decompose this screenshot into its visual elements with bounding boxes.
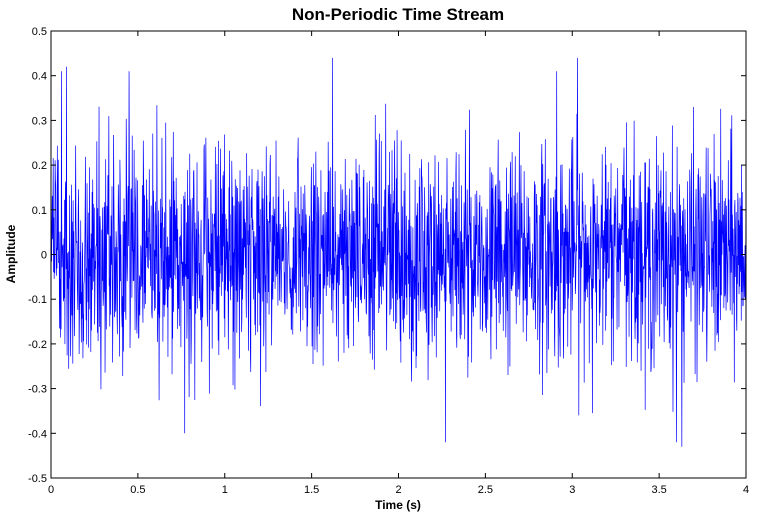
y-tick-label: -0.2 [28,339,47,351]
y-axis-label: Amplitude [4,224,18,283]
x-tick-label: 3.5 [651,484,666,496]
y-tick-label: 0.5 [32,26,47,38]
y-tick-label: 0.3 [32,115,47,127]
y-tick-label: -0.1 [28,294,47,306]
y-tick-label: -0.5 [28,473,47,485]
x-tick-label: 3 [569,484,575,496]
x-tick-label: 0 [48,484,54,496]
x-tick-label: 1.5 [304,484,319,496]
y-tick-label: 0.4 [32,71,47,83]
x-tick-label: 2.5 [478,484,493,496]
x-tick-label: 1 [222,484,228,496]
chart-title: Non-Periodic Time Stream [292,5,504,24]
y-axis: -0.5 -0.4 -0.3 -0.2 -0.1 0 0.1 0.2 0.3 0.4 0.5 [28,26,746,485]
x-axis-label: Time (s) [375,498,421,512]
y-tick-label: 0.2 [32,160,47,172]
y-tick-label: 0.1 [32,205,47,217]
y-tick-label: -0.4 [28,428,47,440]
signal-line [50,57,747,447]
signal-series [50,57,747,447]
x-tick-label: 4 [743,484,749,496]
plot-area [50,30,747,479]
y-tick-label: 0 [41,250,47,262]
x-tick-label: 0.5 [130,484,145,496]
x-axis: 0 0.5 1 1.5 2 2.5 3 3.5 4 [48,31,749,496]
x-tick-label: 2 [395,484,401,496]
y-tick-label: -0.3 [28,384,47,396]
